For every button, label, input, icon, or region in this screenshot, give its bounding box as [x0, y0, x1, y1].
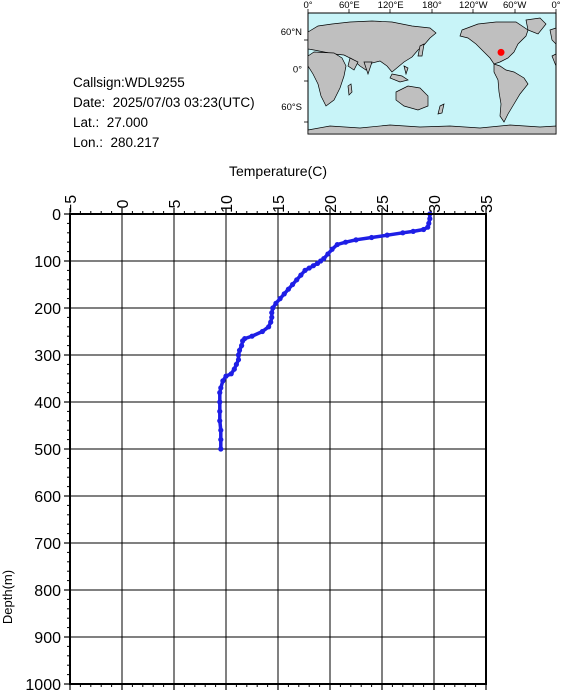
map-latitude-label: 60°N [281, 27, 302, 38]
map-frame-ticks [304, 9, 557, 123]
temperature-profile-point [249, 333, 255, 339]
station-marker-dot [497, 48, 505, 56]
temperature-profile-point [217, 390, 223, 396]
y-axis-title: Depth(m) [0, 570, 15, 624]
plot-frame [69, 213, 487, 685]
temperature-profile-point [236, 347, 243, 353]
temperature-profile-point [427, 216, 433, 222]
y-tick-label: 1000 [25, 677, 61, 690]
x-tick-label: 10 [219, 195, 236, 213]
y-tick-label: 200 [34, 301, 61, 318]
temperature-profile-point [384, 232, 390, 238]
temperature-profile-point [240, 338, 246, 344]
temperature-profile-point [268, 319, 274, 325]
x-tick-label: 5 [167, 199, 184, 208]
temperature-profile-point [306, 265, 312, 271]
temperature-profile-point [218, 385, 224, 391]
temperature-profile-point [285, 286, 291, 292]
temperature-profile-point [220, 378, 226, 384]
temperature-profile-point [298, 272, 304, 278]
y-tick-label: 700 [34, 536, 61, 553]
x-tick-label: 30 [427, 195, 444, 213]
map-longitude-label: 0° [303, 0, 312, 11]
temperature-profile-line [218, 212, 432, 451]
temperature-profile-point [218, 446, 224, 452]
x-tick-label: 15 [271, 195, 288, 213]
y-tick-label: 300 [34, 348, 61, 365]
x-axis-title: Temperature(C) [229, 163, 327, 179]
y-tick-label: 900 [34, 630, 61, 647]
temperature-profile-point [233, 361, 239, 367]
temperature-profile-point [329, 246, 335, 252]
y-tick-label: 100 [34, 254, 61, 271]
temperature-profile-point [231, 366, 237, 372]
temperature-profile-point [400, 230, 406, 236]
x-tick-label: 25 [375, 195, 392, 213]
temperature-profile-point [266, 324, 272, 330]
temperature-depth-chart: Temperature(C) Depth(m) −5 0 5 10 15 20 25 30 35… [0, 163, 496, 690]
temperature-profile-point [239, 343, 245, 349]
station-info: Callsign:WDL9255 Date: 2025/07/03 03:23(… [73, 73, 255, 153]
y-tick-label: 600 [34, 489, 61, 506]
map-longitude-label: 60°E [339, 0, 360, 11]
temperature-profile-point [277, 296, 283, 302]
station-marker [497, 48, 505, 56]
map-longitude-label: 120°W [459, 0, 488, 11]
y-axis-ticks: 0 100 200 300 400 500 600 700 800 900 1000 [25, 207, 70, 690]
temperature-profile-point [289, 281, 296, 288]
temperature-profile-point [269, 310, 275, 316]
x-tick-label: 20 [323, 195, 340, 213]
temperature-profile-point [281, 291, 287, 297]
temperature-profile-point [217, 399, 223, 405]
temperature-profile-point [217, 418, 223, 424]
temperature-profile-point [334, 241, 340, 248]
temperature-profile-point [228, 371, 234, 377]
latitude-text: Lat.: 27.000 [73, 115, 149, 130]
temperature-profile-point [325, 251, 331, 257]
x-tick-label: −5 [63, 195, 80, 213]
temperature-profile-point [235, 357, 242, 363]
date-text: Date: 2025/07/03 03:23(UTC) [73, 95, 255, 110]
map-longitude-label: 120°E [378, 0, 404, 11]
longitude-text: Lon.: 280.217 [73, 135, 160, 150]
location-map: 0° 60°E 120°E 180° 120°W 60°W 0° 60°N 0° 60°S [281, 0, 561, 135]
temperature-profile-point [302, 267, 308, 273]
temperature-profile-point [294, 277, 300, 283]
temperature-profile-point [235, 352, 242, 358]
map-longitude-label: 0° [551, 0, 560, 11]
temperature-profile-point [314, 260, 321, 266]
map-latitude-labels: 60°N 0° 60°S [281, 27, 302, 113]
y-tick-label: 400 [34, 395, 61, 412]
temperature-profile-point [273, 300, 279, 306]
x-axis-ticks: −5 0 5 10 15 20 25 30 35 [63, 195, 496, 690]
plot-grid [70, 214, 486, 684]
temperature-profile-point [310, 263, 316, 269]
temperature-profile-point [218, 437, 224, 443]
map-latitude-label: 0° [293, 64, 302, 75]
map-longitude-labels: 0° 60°E 120°E 180° 120°W 60°W 0° [303, 0, 560, 11]
temperature-profile-point [410, 228, 416, 234]
y-tick-label: 500 [34, 442, 61, 459]
temperature-profile-point [353, 237, 359, 243]
temperature-profile-point [425, 224, 431, 230]
temperature-profile-point [270, 305, 276, 311]
temperature-profile-point [223, 373, 229, 379]
temperature-profile-point [421, 226, 427, 233]
temperature-profile-point [269, 314, 275, 320]
x-tick-label: 35 [479, 195, 496, 213]
temperature-profile-point [217, 408, 223, 414]
temperature-profile-point [369, 234, 375, 241]
y-tick-label: 800 [34, 583, 61, 600]
map-latitude-label: 60°S [281, 102, 302, 113]
temperature-profile-point [259, 328, 265, 335]
temperature-profile [217, 211, 433, 452]
callsign-text: Callsign:WDL9255 [73, 75, 185, 90]
temperature-profile-point [343, 239, 349, 245]
map-longitude-label: 180° [422, 0, 442, 11]
map-longitude-label: 60°W [503, 0, 526, 11]
y-tick-label: 0 [52, 207, 61, 224]
map-land [307, 17, 557, 135]
temperature-profile-point [218, 427, 224, 433]
x-tick-label: 0 [115, 199, 132, 208]
